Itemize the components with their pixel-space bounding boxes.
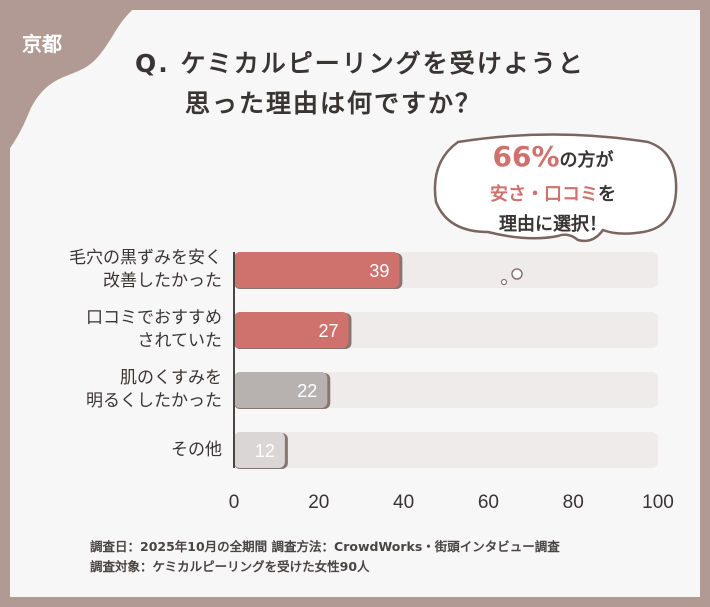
callout-line-3: 理由に選択！ bbox=[499, 214, 607, 235]
region-tab bbox=[0, 0, 150, 160]
x-tick-label: 40 bbox=[393, 492, 414, 513]
title-line-2: 思った理由は何ですか？ bbox=[185, 89, 483, 118]
bar-track bbox=[234, 432, 658, 468]
callout-suffix-1: の方が bbox=[559, 150, 614, 171]
bubble-dot bbox=[511, 268, 523, 280]
category-label: その他 bbox=[171, 439, 222, 462]
bar-track bbox=[234, 372, 658, 408]
x-tick-label: 60 bbox=[478, 492, 499, 513]
category-label-line: その他 bbox=[171, 439, 222, 460]
category-label: 毛穴の黒ずみを安く改善したかった bbox=[69, 247, 222, 293]
bar bbox=[234, 432, 285, 468]
callout-highlight: 安さ・口コミ bbox=[490, 184, 598, 205]
speech-bubble bbox=[433, 133, 678, 243]
category-label-line: 口コミでおすすめ bbox=[86, 308, 222, 328]
x-tick-label: 80 bbox=[563, 492, 584, 513]
bar bbox=[234, 372, 328, 408]
bar bbox=[234, 252, 400, 288]
data-label: 27 bbox=[318, 321, 338, 341]
bar bbox=[234, 312, 349, 348]
bubble-dot bbox=[500, 278, 508, 286]
data-label: 22 bbox=[297, 381, 317, 401]
callout-line-2: 安さ・口コミを bbox=[430, 180, 676, 206]
category-label: 口コミでおすすめされていた bbox=[86, 307, 222, 353]
callout-percent: 66% bbox=[492, 140, 560, 173]
category-label-line: されていた bbox=[137, 331, 223, 351]
footer-line-2: 調査対象：ケミカルピーリングを受けた女性90人 bbox=[90, 559, 370, 574]
x-tick-label: 0 bbox=[229, 492, 240, 513]
region-tag: 京都 bbox=[22, 32, 62, 56]
x-tick-label: 20 bbox=[308, 492, 329, 513]
callout-suffix-2: を bbox=[598, 184, 616, 205]
x-tick-label: 100 bbox=[642, 492, 674, 513]
category-label-line: 改善したかった bbox=[103, 271, 222, 291]
title-line-1: Q. ケミカルピーリングを受けようと bbox=[135, 49, 585, 78]
data-label: 12 bbox=[255, 441, 275, 461]
category-label-line: 明るくしたかった bbox=[86, 391, 222, 411]
card bbox=[10, 10, 700, 597]
data-label: 39 bbox=[369, 261, 389, 281]
footer-line-1: 調査日：2025年10月の全期間 調査方法：CrowdWorks・街頭インタビュ… bbox=[90, 539, 560, 554]
callout-line-1: 66%の方が bbox=[430, 140, 676, 173]
category-label-line: 毛穴の黒ずみを安く bbox=[69, 248, 222, 268]
category-label-line: 肌のくすみを bbox=[120, 368, 222, 388]
category-label: 肌のくすみを明るくしたかった bbox=[86, 367, 222, 413]
